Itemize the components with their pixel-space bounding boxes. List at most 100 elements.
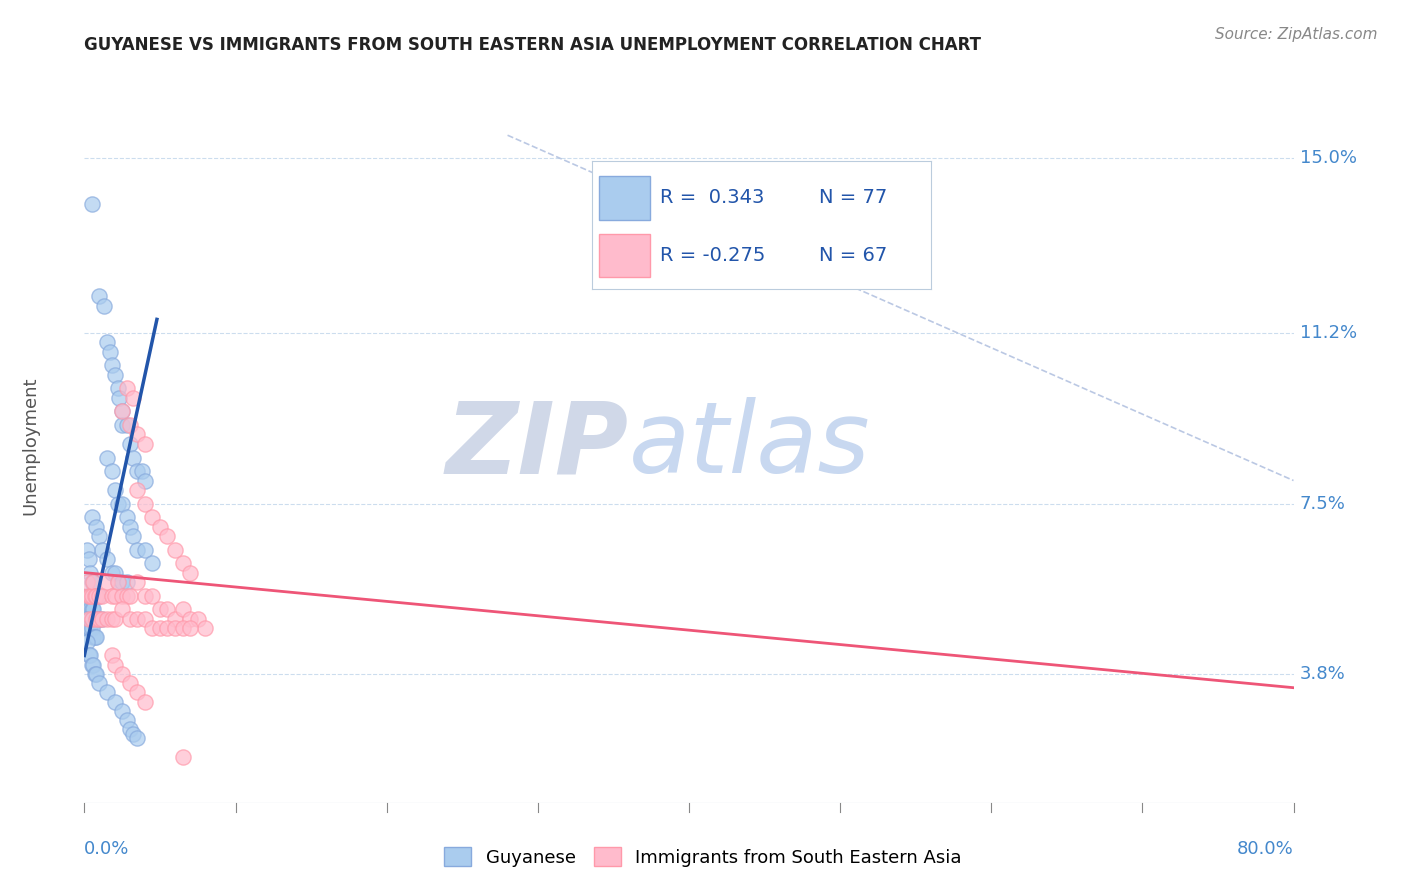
Point	[107, 497, 129, 511]
Point	[141, 510, 163, 524]
Point	[77, 621, 100, 635]
Point	[80, 510, 103, 524]
Point	[79, 648, 101, 663]
Point	[134, 542, 156, 557]
Point	[111, 704, 134, 718]
Point	[80, 612, 103, 626]
Point	[115, 574, 138, 589]
Point	[127, 612, 149, 626]
Point	[87, 612, 110, 626]
Point	[89, 612, 111, 626]
Text: 7.5%: 7.5%	[1299, 494, 1346, 513]
Point	[91, 612, 114, 626]
Point	[96, 685, 118, 699]
Point	[77, 589, 100, 603]
Point	[76, 542, 98, 557]
Point	[98, 344, 121, 359]
Point	[115, 418, 138, 433]
Point	[127, 464, 149, 478]
Point	[134, 474, 156, 488]
Point	[79, 602, 101, 616]
Point	[111, 418, 134, 433]
Point	[100, 359, 122, 373]
Legend: Guyanese, Immigrants from South Eastern Asia: Guyanese, Immigrants from South Eastern …	[437, 840, 969, 874]
Point	[163, 612, 186, 626]
Point	[89, 589, 111, 603]
Point	[115, 713, 138, 727]
Point	[77, 612, 100, 626]
Text: N = 77: N = 77	[820, 188, 887, 207]
Text: 3.8%: 3.8%	[1299, 665, 1346, 683]
Point	[80, 621, 103, 635]
Point	[80, 657, 103, 672]
Point	[82, 630, 104, 644]
Point	[80, 197, 103, 211]
Point	[89, 676, 111, 690]
Point	[80, 589, 103, 603]
Point	[96, 335, 118, 350]
Text: N = 67: N = 67	[820, 246, 887, 265]
Point	[84, 612, 107, 626]
Point	[156, 602, 179, 616]
Point	[194, 621, 217, 635]
Point	[111, 404, 134, 418]
Point	[80, 602, 103, 616]
Point	[82, 657, 104, 672]
Point	[179, 621, 201, 635]
Point	[89, 589, 111, 603]
Point	[80, 574, 103, 589]
Point	[172, 749, 194, 764]
Point	[86, 630, 108, 644]
Point	[141, 589, 163, 603]
Point	[76, 634, 98, 648]
Point	[111, 497, 134, 511]
Point	[127, 542, 149, 557]
FancyBboxPatch shape	[599, 234, 650, 277]
Point	[118, 418, 141, 433]
Point	[104, 368, 127, 382]
Point	[118, 722, 141, 736]
Point	[82, 574, 104, 589]
Point	[134, 612, 156, 626]
Point	[89, 612, 111, 626]
Point	[100, 589, 122, 603]
Point	[121, 450, 143, 465]
Point	[104, 694, 127, 708]
Point	[118, 589, 141, 603]
Point	[89, 529, 111, 543]
Text: Unemployment: Unemployment	[21, 376, 39, 516]
Point	[121, 529, 143, 543]
Text: R = -0.275: R = -0.275	[659, 246, 765, 265]
Text: GUYANESE VS IMMIGRANTS FROM SOUTH EASTERN ASIA UNEMPLOYMENT CORRELATION CHART: GUYANESE VS IMMIGRANTS FROM SOUTH EASTER…	[84, 36, 981, 54]
Point	[86, 589, 108, 603]
Point	[86, 589, 108, 603]
Point	[84, 589, 107, 603]
Point	[115, 381, 138, 395]
Point	[104, 566, 127, 580]
Point	[107, 574, 129, 589]
Point	[118, 676, 141, 690]
Point	[79, 589, 101, 603]
Point	[91, 589, 114, 603]
Point	[149, 519, 172, 533]
Point	[104, 657, 127, 672]
Text: ZIP: ZIP	[446, 398, 628, 494]
Point	[149, 621, 172, 635]
Point	[100, 464, 122, 478]
Point	[172, 602, 194, 616]
Point	[96, 574, 118, 589]
Point	[84, 589, 107, 603]
Point	[77, 598, 100, 612]
Point	[141, 557, 163, 571]
Point	[134, 436, 156, 450]
Point	[77, 648, 100, 663]
Point	[91, 542, 114, 557]
Point	[172, 621, 194, 635]
Point	[115, 510, 138, 524]
Point	[86, 612, 108, 626]
Point	[115, 589, 138, 603]
Point	[187, 612, 209, 626]
Point	[104, 612, 127, 626]
Point	[82, 574, 104, 589]
Point	[134, 589, 156, 603]
